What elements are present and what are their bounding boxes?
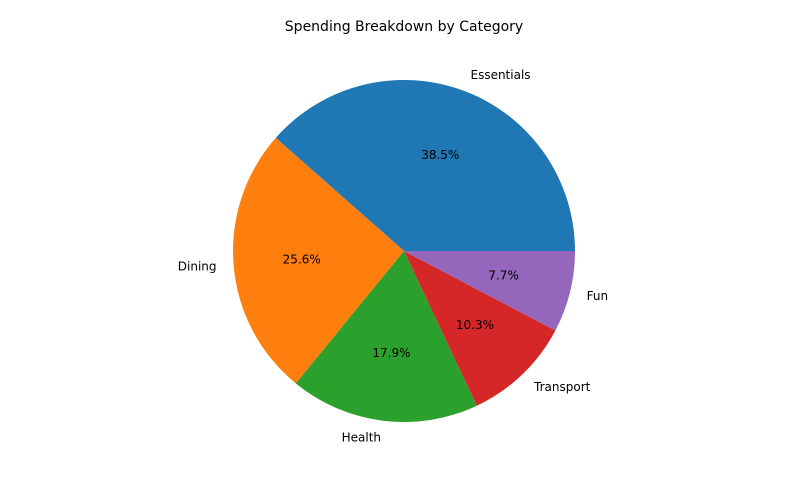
pie-slice-fun (404, 251, 575, 331)
pie-labels: Essentials 38.5% Dining 25.6% Health 17.9% Tra… (178, 68, 608, 445)
percent-label-fun: 7.7% (488, 269, 519, 283)
pie-slice-health (295, 251, 477, 423)
percent-label-dining: 25.6% (283, 252, 321, 266)
percent-label-essentials: 38.5% (421, 148, 459, 162)
percent-label-health: 17.9% (372, 346, 410, 360)
slice-label-fun: Fun (587, 289, 608, 303)
slice-label-dining: Dining (178, 259, 217, 273)
slice-label-health: Health (342, 431, 381, 445)
pie-slice-essentials (275, 80, 575, 252)
pie-slice-dining (233, 137, 404, 384)
slice-label-transport: Transport (533, 380, 591, 394)
pie-slice-transport (404, 251, 556, 406)
pie-slices (233, 80, 575, 423)
slice-label-essentials: Essentials (470, 68, 530, 82)
percent-label-transport: 10.3% (456, 318, 494, 332)
chart-title: Spending Breakdown by Category (285, 19, 523, 35)
